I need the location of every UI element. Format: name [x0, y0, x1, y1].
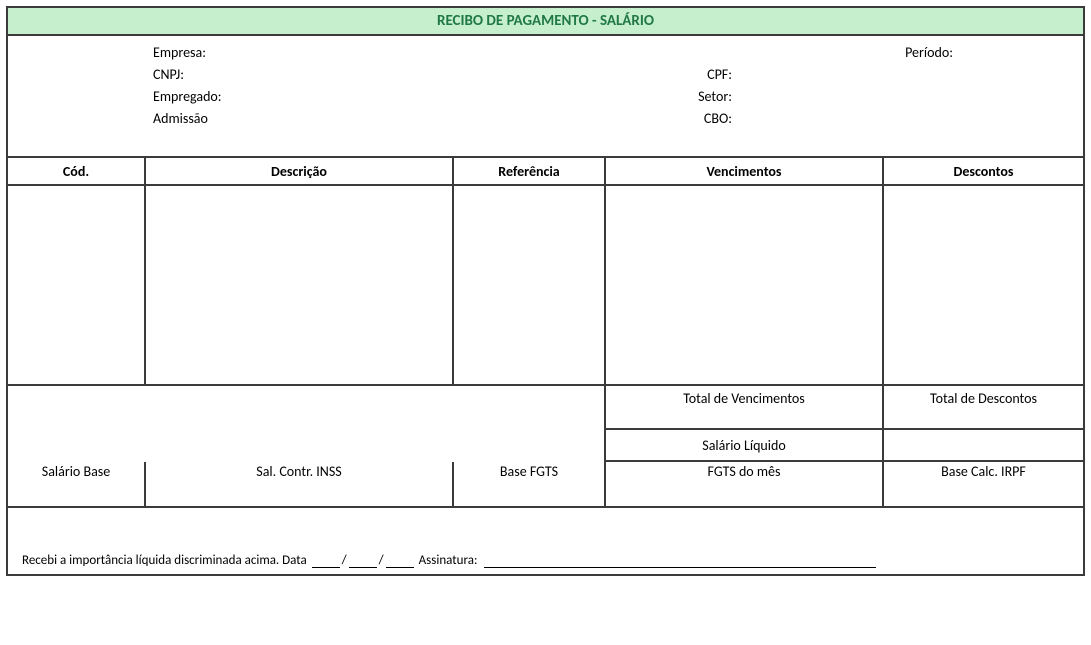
cnpj-label: CNPJ: — [153, 64, 448, 86]
totals-row-2: Salário Líquido — [606, 430, 1083, 462]
info-col-right: Período: — [738, 42, 1083, 130]
col-header-desc: Descrição — [146, 158, 454, 184]
payment-receipt: RECIBO DE PAGAMENTO - SALÁRIO Empresa: C… — [6, 6, 1085, 576]
signature-line — [484, 554, 876, 568]
sal-contr-inss-label: Sal. Contr. INSS — [146, 462, 454, 506]
receipt-title: RECIBO DE PAGAMENTO - SALÁRIO — [8, 8, 1083, 36]
total-desc-label: Total de Descontos — [884, 386, 1083, 428]
date-day-line — [312, 554, 340, 568]
cbo-label: CBO: — [448, 108, 732, 130]
empresa-label: Empresa: — [153, 42, 448, 64]
salario-base-label: Salário Base — [8, 462, 146, 506]
totals-spacer — [8, 386, 606, 462]
table-header-row: Cód. Descrição Referência Vencimentos De… — [8, 158, 1083, 186]
liquido-value — [884, 430, 1083, 460]
total-venc-label: Total de Vencimentos — [606, 386, 884, 428]
empregado-label: Empregado: — [153, 86, 448, 108]
liquido-label: Salário Líquido — [606, 430, 884, 460]
base-irpf-label: Base Calc. IRPF — [884, 462, 1083, 506]
body-col-cod — [8, 186, 146, 384]
totals-row-1: Total de Vencimentos Total de Descontos — [606, 386, 1083, 430]
totals-block: Total de Vencimentos Total de Descontos … — [8, 386, 1083, 462]
footer-signature: Recebi a importância líquida discriminad… — [8, 508, 1083, 574]
col-header-venc: Vencimentos — [606, 158, 884, 184]
body-col-venc — [606, 186, 884, 384]
base-fgts-label: Base FGTS — [454, 462, 606, 506]
signature-label: Assinatura: — [419, 553, 478, 568]
cpf-label: CPF: — [448, 64, 732, 86]
admissao-label: Admissão — [153, 108, 448, 130]
col-header-cod: Cód. — [8, 158, 146, 184]
info-block: Empresa: CNPJ: Empregado: Admissão CPF: … — [8, 36, 1083, 158]
date-year-line — [386, 554, 414, 568]
date-sep-2: / — [379, 553, 384, 568]
periodo-label: Período: — [738, 42, 953, 64]
footer-prefix: Recebi a importância líquida discriminad… — [22, 553, 307, 568]
line-items-body — [8, 186, 1083, 386]
bases-row: Salário Base Sal. Contr. INSS Base FGTS … — [8, 462, 1083, 508]
date-sep-1: / — [342, 553, 347, 568]
body-col-desc — [146, 186, 454, 384]
col-header-disc: Descontos — [884, 158, 1083, 184]
date-month-line — [349, 554, 377, 568]
info-col-mid: CPF: Setor: CBO: — [448, 42, 738, 130]
body-col-disc — [884, 186, 1083, 384]
setor-label: Setor: — [448, 86, 732, 108]
totals-right: Total de Vencimentos Total de Descontos … — [606, 386, 1083, 462]
fgts-mes-label: FGTS do mês — [606, 462, 884, 506]
info-col-left: Empresa: CNPJ: Empregado: Admissão — [8, 42, 448, 130]
col-header-ref: Referência — [454, 158, 606, 184]
body-col-ref — [454, 186, 606, 384]
